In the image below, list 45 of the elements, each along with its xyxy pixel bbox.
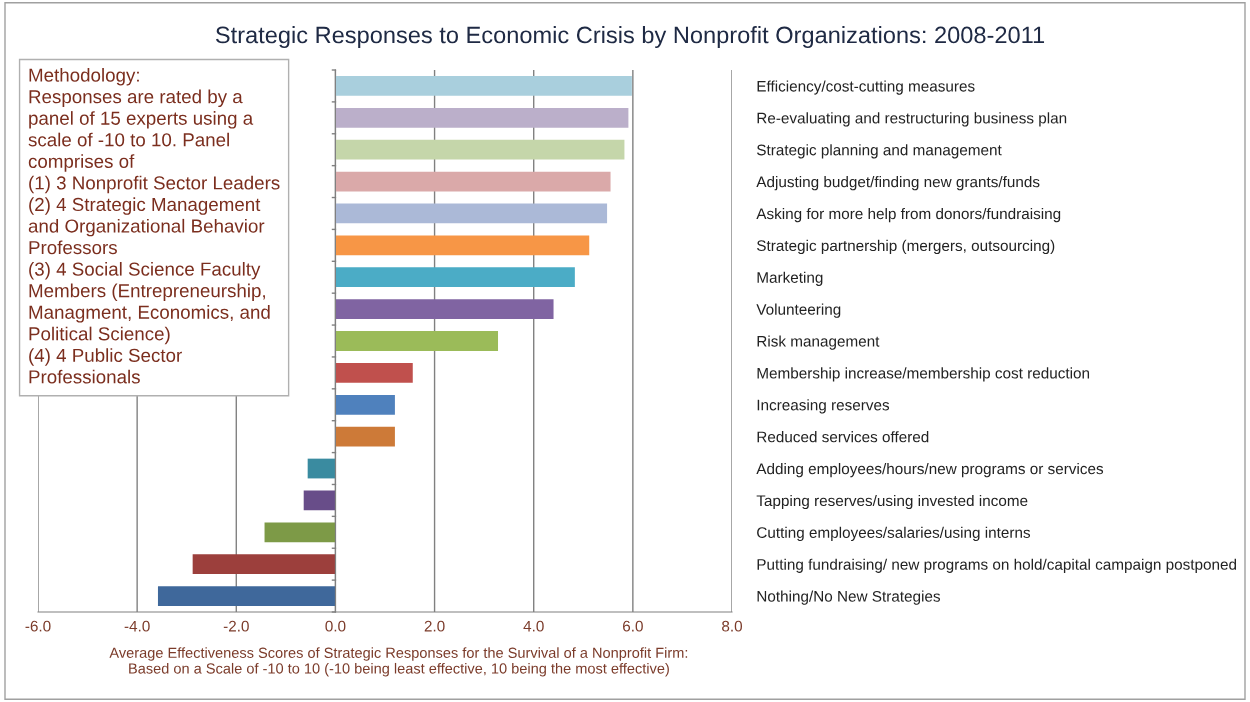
bar xyxy=(335,331,499,351)
x-tick-label: 6.0 xyxy=(623,620,643,632)
bar xyxy=(335,203,608,224)
y-tick-label: Membership increase/membership cost reduction xyxy=(757,367,1090,382)
y-tick-label: Putting fundraising/ new programs on hold/capital campaign postponed xyxy=(757,558,1237,573)
y-tick-label: Adding employees/hours/new programs or services xyxy=(756,462,1104,478)
y-tick-label: Cutting employees/salaries/using interns xyxy=(757,526,1031,541)
bar xyxy=(335,139,625,160)
y-tick-label: Risk management xyxy=(757,335,880,350)
x-tick-label: 2.0 xyxy=(424,620,445,632)
x-axis-title: Average Effectiveness Scores of Strategic Responses for the Survival of a Nonprofit Firm: Based on a Scale of -10 to 10 (-10 being least effective, 10 being the most effective) xyxy=(109,647,688,677)
y-tick-label: Nothing/No New Strategies xyxy=(757,590,941,605)
chart-title: Strategic Responses to Economic Crisis by Nonprofit Organizations: 2008-2011 xyxy=(215,26,1045,48)
x-tick-label: -4.0 xyxy=(124,620,150,632)
bar xyxy=(264,522,336,543)
y-tick-label: Strategic planning and management xyxy=(757,144,1002,159)
x-tick-label: 4.0 xyxy=(523,620,544,632)
bar xyxy=(335,299,554,319)
bar xyxy=(335,363,413,383)
x-tick-label: 0.0 xyxy=(325,620,346,632)
y-tick-label: Increasing reserves xyxy=(757,399,890,414)
y-tick-label: Re-evaluating and restructuring business plan xyxy=(757,112,1067,127)
bar xyxy=(335,235,590,256)
y-tick-label: Tapping reserves/using invested income xyxy=(756,494,1028,510)
bar xyxy=(335,76,632,96)
x-tick-label: -2.0 xyxy=(223,620,249,632)
bar xyxy=(335,267,575,288)
y-tick-label: Marketing xyxy=(757,271,823,286)
bar xyxy=(157,586,336,606)
x-tick-label: -6.0 xyxy=(25,620,51,632)
bar xyxy=(303,490,336,511)
y-tick-label: Efficiency/cost-cutting measures xyxy=(757,80,975,95)
bar xyxy=(335,394,395,415)
bar xyxy=(335,107,629,128)
y-tick-label: Volunteering xyxy=(756,303,841,318)
bar xyxy=(335,171,611,192)
y-tick-label: Asking for more help from donors/fundraising xyxy=(756,207,1061,223)
bar xyxy=(192,554,336,575)
y-tick-label: Adjusting budget/finding new grants/funds xyxy=(756,176,1040,191)
x-tick-label: 8.0 xyxy=(722,620,743,632)
text: Methodology: Responses are rated by a panel of 15 experts using a scale of -10 to 10. Panel comprises of (1) 3 Nonprofit Sector Leaders (2) 4 Strategic Management and Organizational Behavior Professors (3) 4 Social Science Faculty Members (Entrepreneurship, Managment, Economics, and Political Science) (4) 4 Public Sector Professionals xyxy=(28,68,280,384)
y-tick-label: Reduced services offered xyxy=(757,431,929,443)
bar xyxy=(307,458,336,479)
bar xyxy=(335,426,395,447)
y-tick-label: Strategic partnership (mergers, outsourcing) xyxy=(757,239,1055,255)
